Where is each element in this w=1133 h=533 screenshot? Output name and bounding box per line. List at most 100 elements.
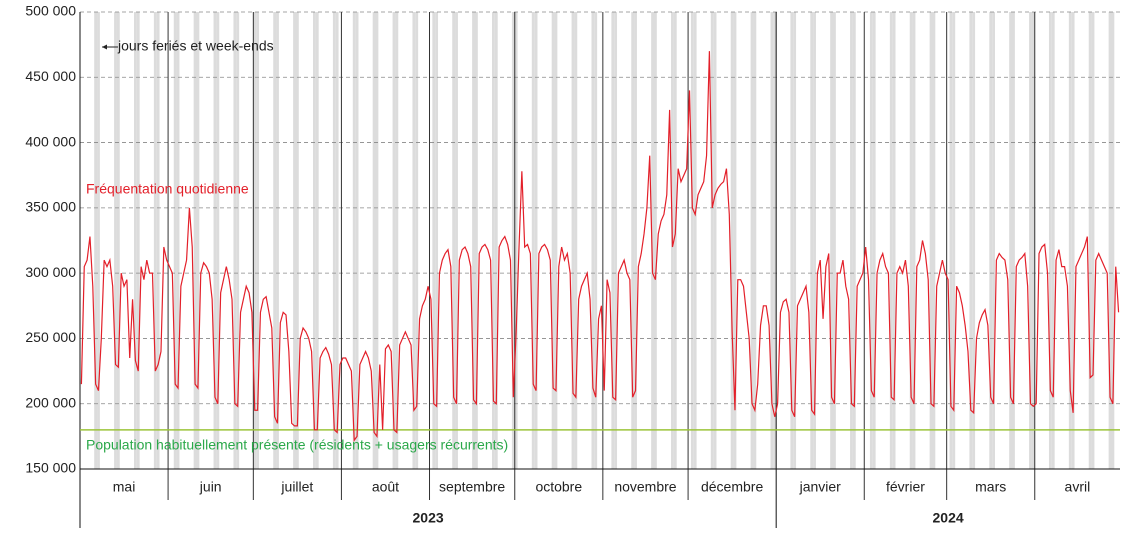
weekend-band: [173, 12, 177, 469]
weekend-band: [474, 12, 478, 469]
weekend-band: [969, 12, 973, 469]
y-tick-label: 150 000: [25, 460, 76, 476]
weekend-band: [514, 12, 518, 469]
y-tick-label: 200 000: [25, 394, 76, 410]
weekend-band: [972, 12, 976, 469]
weekend-band: [213, 12, 217, 469]
weekend-band: [713, 12, 717, 469]
weekend-band: [1048, 12, 1052, 469]
x-tick-label: juillet: [280, 479, 313, 495]
weekend-band: [989, 12, 993, 469]
weekend-band: [810, 12, 814, 469]
weekend-band: [1111, 12, 1115, 469]
weekend-band: [1009, 12, 1013, 469]
weekend-band: [730, 12, 734, 469]
weekend-band: [1068, 12, 1072, 469]
weekend-band: [591, 12, 595, 469]
weekend-band: [355, 12, 359, 469]
weekend-band: [335, 12, 339, 469]
y-tick-label: 500 000: [25, 3, 76, 19]
weekend-band: [813, 12, 816, 469]
weekend-band: [94, 12, 98, 469]
x-tick-label: décembre: [701, 479, 763, 495]
weekend-band: [793, 12, 797, 469]
weekend-band: [631, 12, 635, 469]
x-tick-label: mars: [975, 479, 1006, 495]
weekend-band: [830, 12, 834, 469]
x-tick-label: novembre: [614, 479, 676, 495]
weekend-band: [611, 12, 615, 469]
x-tick-label: janvier: [799, 479, 842, 495]
weekend-band: [193, 12, 197, 469]
weekend-band: [372, 12, 376, 469]
weekend-band: [153, 12, 157, 469]
weekend-band: [614, 12, 618, 469]
weekend-band: [435, 12, 439, 469]
x-tick-label: février: [886, 479, 925, 495]
weekend-band: [869, 12, 873, 469]
weekend-band: [770, 12, 774, 469]
weekend-band: [492, 12, 495, 469]
weekend-band: [375, 12, 379, 469]
weekend-band: [690, 12, 694, 469]
weekend-band: [872, 12, 876, 469]
weekend-band: [455, 12, 458, 469]
weekend-band: [571, 12, 575, 469]
weekend-band: [273, 12, 277, 469]
reference-label: Population habituellement présente (rési…: [86, 437, 508, 453]
weekend-band: [472, 12, 475, 469]
weekend-band: [594, 12, 598, 469]
weekend-band: [992, 12, 995, 469]
x-tick-label: octobre: [535, 479, 582, 495]
weekend-band: [1091, 12, 1095, 469]
grid: [80, 11, 1120, 528]
weekend-band: [256, 12, 260, 469]
weekend-band: [494, 12, 498, 469]
weekend-band: [176, 12, 180, 469]
weekend-band: [554, 12, 558, 469]
weekend-band: [773, 12, 777, 469]
weekend-band: [790, 12, 794, 469]
x-tick-label: avril: [1065, 479, 1091, 495]
weekend-band: [313, 12, 316, 469]
weekend-band: [932, 12, 936, 469]
weekend-band: [551, 12, 555, 469]
weekend-band: [1012, 12, 1015, 469]
weekend-band: [1088, 12, 1092, 469]
weekend-band: [833, 12, 836, 469]
year-label: 2024: [933, 510, 964, 526]
weekend-band: [753, 12, 757, 469]
weekend-band: [452, 12, 456, 469]
weekend-band: [892, 12, 896, 469]
weekend-band: [395, 12, 399, 469]
weekend-band: [233, 12, 237, 469]
weekend-band: [276, 12, 279, 469]
weekend-band: [531, 12, 535, 469]
weekend-band: [511, 12, 515, 469]
weekend-band: [634, 12, 637, 469]
weekend-band: [909, 12, 913, 469]
weekend-band: [850, 12, 853, 469]
weekend-band: [534, 12, 538, 469]
weekend-band: [673, 12, 677, 469]
weekend-band: [852, 12, 856, 469]
weekend-band: [733, 12, 737, 469]
weekend-band: [196, 12, 200, 469]
year-label: 2023: [413, 510, 444, 526]
weekend-band: [574, 12, 578, 469]
weekend-band: [1071, 12, 1075, 469]
weekend-band: [750, 12, 754, 469]
weekend-band: [1108, 12, 1112, 469]
weekend-band: [216, 12, 220, 469]
weekend-band: [432, 12, 436, 469]
shading: [94, 12, 1115, 469]
y-tick-label: 300 000: [25, 264, 76, 280]
x-tick-label: mai: [113, 479, 136, 495]
weekend-band: [912, 12, 916, 469]
weekend-band: [412, 12, 416, 469]
x-tick-label: juin: [199, 479, 222, 495]
weekend-band: [116, 12, 120, 469]
weekend-band: [293, 12, 296, 469]
weekend-band: [889, 12, 893, 469]
weekend-band: [1031, 12, 1035, 469]
